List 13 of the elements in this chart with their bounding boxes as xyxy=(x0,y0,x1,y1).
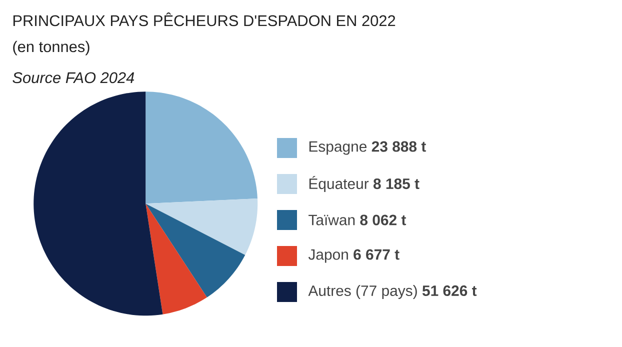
legend-label: Équateur xyxy=(309,176,369,192)
data-label: 8 062 t xyxy=(360,214,406,226)
legend-label: Espagne xyxy=(309,141,367,155)
data-label: 6 677 t xyxy=(354,249,400,260)
chart-subtitle: (en tonnes) xyxy=(13,40,90,56)
data-label: 23 888 t xyxy=(372,141,426,152)
legend-label: Autres (77 pays) xyxy=(308,285,417,299)
data-label: 51 626 t xyxy=(422,285,477,296)
legend-label: Taïwan xyxy=(308,214,355,226)
source-note: Source FAO 2024 xyxy=(12,72,134,84)
chart-title: PRINCIPAUX PAYS PÊCHEURS D'ESPADON EN 2022 xyxy=(13,12,396,26)
data-label: 8 185 t xyxy=(373,178,420,190)
legend-label: Japon xyxy=(308,249,348,263)
